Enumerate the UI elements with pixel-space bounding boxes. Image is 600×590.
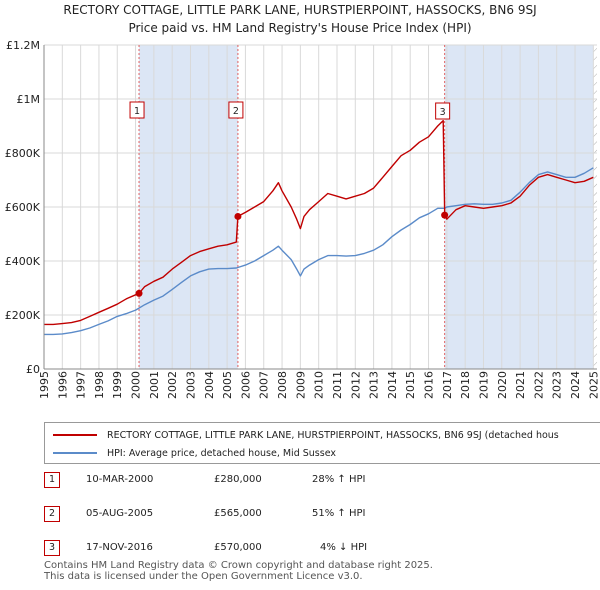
price-chart: 1 2 3 £0 £200K £400K £600K £800K £1M £1.2M 1995 19… [5, 39, 600, 399]
x-tick-label: 2001 [148, 371, 161, 399]
sale-hpi-change: 51% ↑ HPI [312, 508, 366, 519]
chart-title: RECTORY COTTAGE, LITTLE PARK LANE, HURST… [63, 3, 537, 17]
sale-label-box [228, 101, 244, 119]
x-tick-label: 2002 [166, 371, 179, 399]
x-tick-label: 2018 [459, 371, 472, 399]
sale-number-badge: 1 [44, 472, 60, 488]
sale-number-badge: 2 [44, 506, 60, 522]
x-tick-label: 1995 [38, 371, 51, 399]
x-tick-label: 2009 [294, 371, 307, 399]
legend-swatch-hpi [53, 452, 97, 454]
x-tick-label: 1999 [111, 371, 124, 399]
y-tick-label: £200K [5, 309, 41, 322]
sale-label: 2 [233, 106, 239, 117]
x-tick-label: 2014 [386, 371, 399, 399]
sale-date: 17-NOV-2016 [86, 542, 153, 553]
x-tick-label: 2013 [368, 371, 381, 399]
x-tick-label: 2010 [313, 371, 326, 399]
x-tick-label: 2024 [569, 371, 582, 399]
y-tick-label: £0 [26, 363, 40, 376]
x-tick-label: 2022 [532, 371, 545, 399]
sale-price: £280,000 [214, 474, 262, 485]
x-tick-label: 2025 [587, 371, 600, 399]
sale-label: 3 [440, 107, 446, 118]
sale-price: £570,000 [214, 542, 262, 553]
x-tick-label: 2005 [221, 371, 234, 399]
sale-label-box [435, 102, 451, 120]
legend-swatch-property [53, 434, 97, 436]
sale-label-box [129, 101, 145, 119]
x-tick-label: 2006 [239, 371, 252, 399]
x-tick-label: 1997 [75, 371, 88, 399]
sale-date: 05-AUG-2005 [86, 508, 154, 519]
footer: Contains HM Land Registry data © Crown c… [44, 560, 433, 582]
x-tick-label: 2004 [203, 371, 216, 399]
x-tick-label: 2019 [477, 371, 490, 399]
chart-subtitle: Price paid vs. HM Land Registry's House … [128, 21, 472, 35]
x-tick-label: 2023 [551, 371, 564, 399]
sale-point [234, 212, 242, 220]
x-tick-label: 2011 [331, 371, 344, 399]
x-tick-label: 2017 [441, 371, 454, 399]
sale-row: 3 17-NOV-2016 £570,000 4% ↓ HPI [44, 538, 464, 558]
x-tick-label: 2016 [423, 371, 436, 399]
sale-row: 1 10-MAR-2000 £280,000 28% ↑ HPI [44, 470, 464, 490]
y-tick-label: £600K [5, 201, 41, 214]
sale-point [135, 289, 143, 297]
sale-point [441, 211, 449, 219]
sale-price: £565,000 [214, 508, 262, 519]
x-tick-label: 2021 [514, 371, 527, 399]
sale-label: 1 [134, 106, 140, 117]
hpi-line [44, 167, 594, 336]
sale-date: 10-MAR-2000 [86, 474, 154, 485]
footer-copyright: Contains HM Land Registry data © Crown c… [44, 560, 433, 571]
x-tick-label: 2008 [276, 371, 289, 399]
sale-hpi-change: 28% ↑ HPI [312, 474, 366, 485]
sale-hpi-change: 4% ↓ HPI [320, 542, 368, 553]
x-tick-label: 2003 [184, 371, 197, 399]
legend-item-hpi: HPI: Average price, detached house, Mid … [53, 444, 336, 462]
legend: RECTORY COTTAGE, LITTLE PARK LANE, HURST… [44, 422, 600, 464]
x-tick-label: 2007 [258, 371, 271, 399]
sale-row: 2 05-AUG-2005 £565,000 51% ↑ HPI [44, 504, 464, 524]
y-tick-label: £800K [5, 147, 41, 160]
footer-licence: This data is licensed under the Open Gov… [44, 571, 363, 582]
sale-number-badge: 3 [44, 540, 60, 556]
legend-label-hpi: HPI: Average price, detached house, Mid … [107, 447, 336, 459]
y-tick-label: £400K [5, 255, 41, 268]
x-tick-label: 2020 [496, 371, 509, 399]
x-tick-label: 2015 [404, 371, 417, 399]
legend-item-property: RECTORY COTTAGE, LITTLE PARK LANE, HURST… [53, 426, 559, 444]
legend-label-property: RECTORY COTTAGE, LITTLE PARK LANE, HURST… [107, 429, 559, 441]
x-tick-label: 2012 [349, 371, 362, 399]
x-tick-label: 1998 [93, 371, 106, 399]
y-tick-label: £1M [17, 93, 41, 106]
y-tick-label: £1.2M [6, 39, 40, 52]
x-tick-label: 2000 [130, 371, 143, 399]
x-tick-label: 1996 [56, 371, 69, 399]
